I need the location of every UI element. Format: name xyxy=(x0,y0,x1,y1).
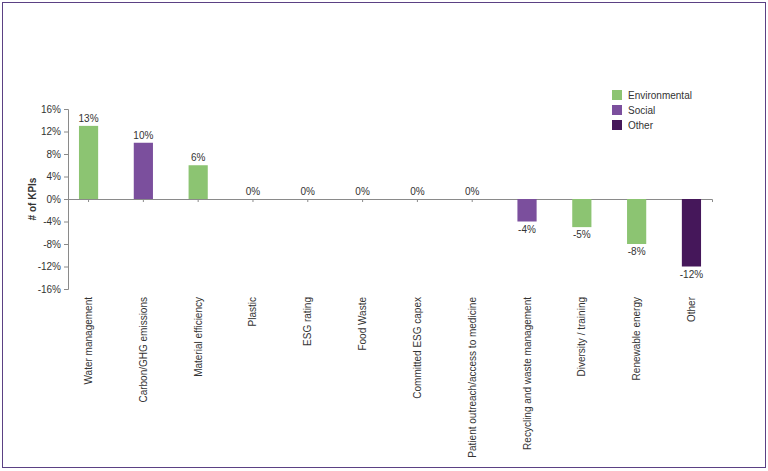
chart: 16% 12% 8% 4% 0% -4% -8% -12% -16% # of KPIs Water… xyxy=(0,0,768,471)
y-tick-label: -4% xyxy=(43,216,61,227)
x-tick: Food Waste xyxy=(357,199,368,351)
x-tick-label: Recycling and waste management xyxy=(522,297,533,450)
x-tick-mark xyxy=(252,199,253,202)
x-tick-label: Carbon/GHG emissions xyxy=(138,297,149,403)
bar xyxy=(517,199,536,222)
bar xyxy=(572,199,591,227)
y-tick-mark xyxy=(64,109,68,110)
x-tick-mark xyxy=(88,199,89,202)
x-tick-label: Renewable energy xyxy=(631,297,642,380)
x-tick: Material efficiency xyxy=(193,199,204,377)
y-tick: 0% xyxy=(47,194,68,205)
x-tick-mark xyxy=(143,199,144,202)
x-tick: ESG rating xyxy=(302,199,313,346)
x-tick-label: Committed ESG capex xyxy=(412,297,423,399)
data-label: 6% xyxy=(191,152,206,163)
x-tick-mark xyxy=(362,199,363,202)
y-tick: 16% xyxy=(41,104,68,115)
bar xyxy=(189,165,208,199)
data-label: -12% xyxy=(680,269,703,280)
legend-swatch xyxy=(612,120,622,130)
x-tick-label: Material efficiency xyxy=(193,297,204,377)
y-tick: -12% xyxy=(38,261,68,272)
y-tick: 4% xyxy=(47,171,68,182)
bar xyxy=(298,199,317,200)
x-tick: Committed ESG capex xyxy=(412,199,423,399)
y-tick-label: 12% xyxy=(41,126,61,137)
bars xyxy=(79,126,701,267)
y-tick-label: 16% xyxy=(41,104,61,115)
x-tick-label: Plastic xyxy=(247,297,258,326)
y-tick-label: 8% xyxy=(47,149,62,160)
y-axis-title: # of KPIs xyxy=(27,177,38,220)
data-labels: 13% 6% 0% 0% 0% 0% 0% -5% -8% 10% -4% -12% xyxy=(79,113,704,280)
x-tick-label: Other xyxy=(686,296,697,322)
bar xyxy=(627,199,646,244)
bar xyxy=(682,199,701,267)
data-label: 0% xyxy=(410,186,425,197)
y-tick-mark xyxy=(64,244,68,245)
data-label: 0% xyxy=(465,186,480,197)
y-tick-label: -16% xyxy=(38,284,61,295)
y-tick-mark xyxy=(64,222,68,223)
data-label: 0% xyxy=(246,186,261,197)
y-tick: -4% xyxy=(43,216,68,227)
y-tick: 8% xyxy=(47,149,68,160)
y-tick-mark xyxy=(64,177,68,178)
y-tick-label: 0% xyxy=(47,194,62,205)
y-tick: -16% xyxy=(38,284,68,295)
legend-swatch xyxy=(612,105,622,115)
y-tick-label: 4% xyxy=(47,171,62,182)
data-label: -4% xyxy=(518,224,536,235)
legend-label: Environmental xyxy=(628,90,692,101)
data-label: -8% xyxy=(628,246,646,257)
data-label: 13% xyxy=(79,113,99,124)
x-tick: Patient outreach/access to medicine xyxy=(467,199,478,458)
legend-label: Social xyxy=(628,105,655,116)
legend: Environmental Social Other xyxy=(612,90,692,131)
y-tick-mark xyxy=(64,267,68,268)
y-tick: -8% xyxy=(43,239,68,250)
data-label: 0% xyxy=(355,186,370,197)
data-label: 10% xyxy=(133,130,153,141)
data-label: 0% xyxy=(301,186,316,197)
bar xyxy=(463,199,482,200)
x-tick-label: Food Waste xyxy=(357,297,368,351)
x-tick-label: Water management xyxy=(83,297,94,385)
y-tick-label: -12% xyxy=(38,261,61,272)
y-tick: 12% xyxy=(41,126,68,137)
y-tick-mark xyxy=(64,289,68,290)
x-tick: Carbon/GHG emissions xyxy=(138,199,149,403)
data-label: -5% xyxy=(573,229,591,240)
x-tick-mark xyxy=(198,199,199,202)
legend-swatch xyxy=(612,90,622,100)
y-axis-line xyxy=(64,110,69,290)
x-tick: Plastic xyxy=(247,199,258,326)
legend-label: Other xyxy=(628,120,654,131)
y-tick-mark xyxy=(64,132,68,133)
x-tick-label: Patient outreach/access to medicine xyxy=(467,297,478,458)
x-tick: Water management xyxy=(83,199,94,384)
bar xyxy=(243,199,262,200)
x-axis-line xyxy=(69,200,713,203)
y-tick-label: -8% xyxy=(43,239,61,250)
bar xyxy=(79,126,98,199)
bar xyxy=(353,199,372,200)
y-tick-mark xyxy=(64,154,68,155)
frame xyxy=(3,3,766,468)
x-tick-label: ESG rating xyxy=(302,297,313,346)
x-axis: Water management Carbon/GHG emissions Mate… xyxy=(69,199,713,458)
x-tick-label: Diversity / training xyxy=(576,297,587,376)
bar xyxy=(134,143,153,199)
x-tick-mark xyxy=(417,199,418,202)
x-tick-mark xyxy=(307,199,308,202)
x-tick-mark xyxy=(472,199,473,202)
y-tick-mark xyxy=(64,199,68,200)
bar xyxy=(408,199,427,200)
x-tick: Recycling and waste management xyxy=(522,199,533,450)
y-axis: 16% 12% 8% 4% 0% -4% -8% -12% -16% xyxy=(38,104,69,295)
